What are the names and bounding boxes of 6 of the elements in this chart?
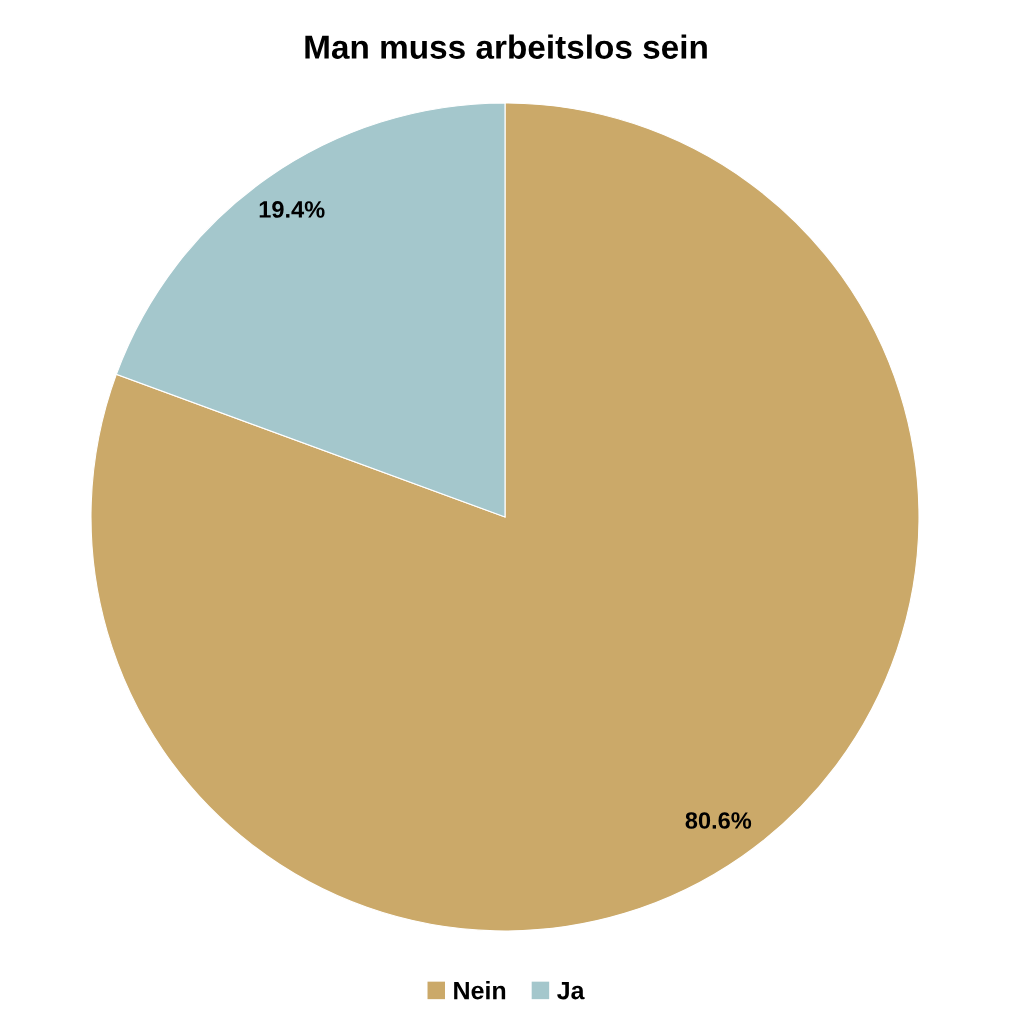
pie-slice [90, 102, 920, 932]
data-label: 19.4% [259, 201, 325, 218]
data-label: 80.6% [685, 812, 752, 829]
legend-label: Ja [557, 981, 585, 1000]
chart-title: Man muss arbeitslos sein [305, 34, 707, 59]
legend-label: Nein [454, 981, 506, 1000]
